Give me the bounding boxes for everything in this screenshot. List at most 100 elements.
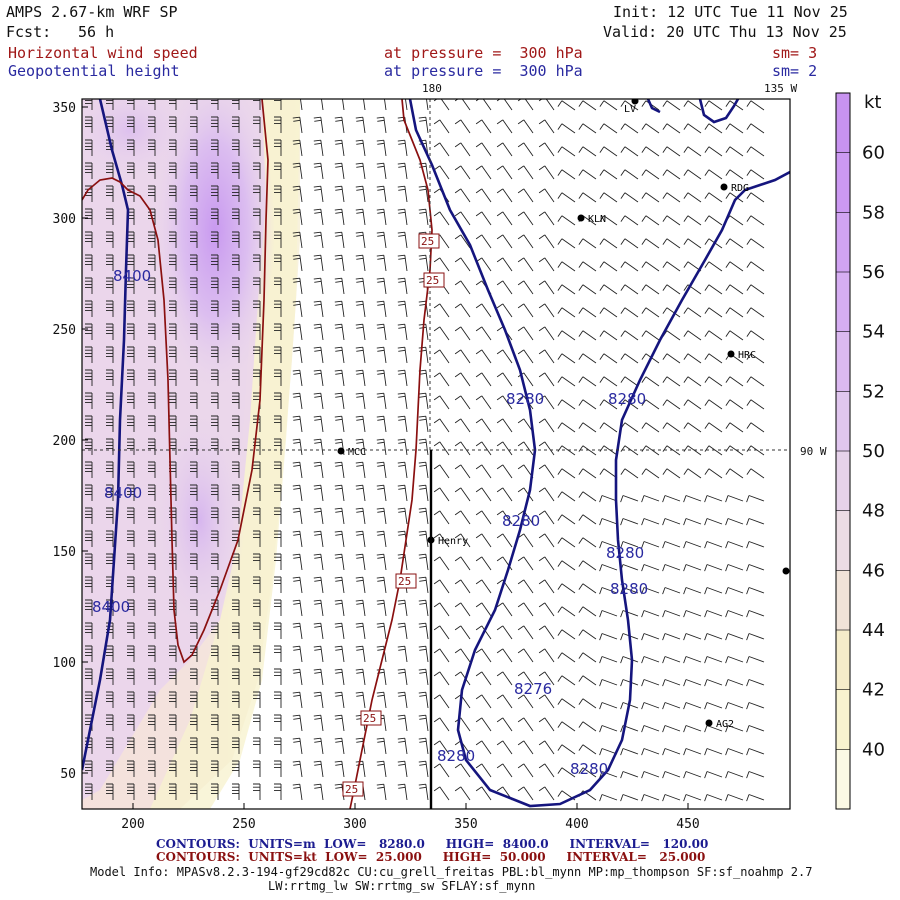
wind-barb bbox=[274, 323, 282, 340]
wind-barb bbox=[496, 648, 513, 663]
wind-barb bbox=[662, 284, 681, 295]
height-contour-label: 8280 bbox=[437, 747, 475, 765]
wind-barb bbox=[620, 399, 639, 410]
wind-barb bbox=[641, 725, 660, 733]
wind-barb bbox=[355, 277, 366, 295]
wind-barb bbox=[313, 300, 324, 318]
wind-barb bbox=[355, 116, 366, 134]
wind-barb bbox=[253, 300, 261, 317]
wind-barb bbox=[169, 300, 177, 317]
wind-barb bbox=[292, 392, 303, 410]
wind-barb bbox=[148, 783, 156, 800]
wind-barb bbox=[253, 254, 261, 271]
x-tick-label: 250 bbox=[232, 817, 255, 832]
wind-barb bbox=[620, 794, 639, 802]
wind-barb bbox=[292, 139, 303, 157]
colorbar-segment bbox=[836, 749, 850, 810]
wind-barb bbox=[475, 717, 492, 732]
wind-barb bbox=[211, 507, 219, 524]
wind-barb bbox=[148, 116, 156, 133]
station-hrc: HRC bbox=[727, 350, 756, 361]
wind-barb bbox=[517, 671, 534, 686]
wind-barb bbox=[355, 438, 366, 456]
wind-barb bbox=[190, 231, 198, 248]
wind-barb bbox=[169, 116, 177, 133]
x-tick-label: 450 bbox=[676, 817, 699, 832]
wind-barb bbox=[725, 610, 744, 618]
wind-barb bbox=[746, 541, 765, 549]
wind-barb bbox=[746, 495, 765, 503]
wind-barb bbox=[274, 99, 282, 110]
wind-barb bbox=[599, 307, 618, 318]
wind-barb bbox=[475, 119, 492, 134]
wind-barb bbox=[578, 445, 597, 456]
wind-barb bbox=[211, 760, 219, 777]
wind-barb bbox=[620, 541, 639, 549]
wind-barb bbox=[190, 415, 198, 432]
height-contour-north bbox=[698, 99, 740, 124]
wind-barb bbox=[376, 622, 387, 640]
forecast-hours: 56 h bbox=[78, 23, 115, 41]
wind-barb bbox=[169, 691, 177, 708]
wind-barb bbox=[148, 645, 156, 662]
wind-barb bbox=[599, 541, 618, 549]
wind-barb bbox=[274, 208, 282, 225]
wind-barb bbox=[725, 725, 744, 733]
wind-barb bbox=[578, 238, 597, 249]
wind-barb bbox=[148, 323, 156, 340]
wind-barb bbox=[418, 760, 429, 778]
wind-barb bbox=[169, 277, 177, 294]
colorbar-label: 48 bbox=[862, 501, 885, 522]
wind-barb bbox=[355, 300, 366, 318]
wind-barb bbox=[232, 576, 240, 593]
wind-barb bbox=[106, 714, 114, 731]
wind-barb bbox=[376, 185, 387, 203]
wind-barb bbox=[620, 100, 639, 111]
wind-barb bbox=[454, 625, 471, 640]
wind-barb bbox=[557, 652, 576, 663]
wind-barb bbox=[169, 208, 177, 225]
wind-barb bbox=[704, 123, 723, 134]
wind-barb bbox=[253, 691, 261, 708]
wind-barb bbox=[334, 116, 345, 134]
wind-barb bbox=[746, 445, 765, 456]
wind-barb bbox=[106, 185, 114, 202]
wind-barb bbox=[704, 794, 723, 802]
wind-barb bbox=[433, 418, 450, 433]
wind-barb bbox=[355, 622, 366, 640]
wind-barb bbox=[169, 737, 177, 754]
wind-barb bbox=[683, 656, 702, 664]
colorbar-segment bbox=[836, 510, 850, 571]
wind-barb bbox=[106, 415, 114, 432]
wind-barb bbox=[578, 744, 597, 755]
wind-barb bbox=[232, 783, 240, 800]
station-east-edge bbox=[782, 567, 790, 575]
footer-contours-kt: CONTOURS: UNITS=kt LOW= 25.000 HIGH= 50.… bbox=[156, 850, 706, 864]
colorbar-segment bbox=[836, 451, 850, 512]
wind-barb bbox=[746, 192, 765, 203]
wind-barb bbox=[355, 162, 366, 180]
wind-barb bbox=[334, 277, 345, 295]
wind-barb bbox=[274, 668, 282, 685]
wind-barb bbox=[599, 610, 618, 618]
wind-barb bbox=[746, 353, 765, 364]
wind-barb bbox=[127, 645, 135, 662]
height-contour-label: 8280 bbox=[608, 390, 646, 408]
wind-barb bbox=[496, 280, 513, 295]
wind-barb bbox=[127, 438, 135, 455]
wind-barb bbox=[190, 116, 198, 133]
wind-barb bbox=[169, 645, 177, 662]
wind-barb bbox=[355, 415, 366, 433]
wind-barb bbox=[313, 116, 324, 134]
wind-barb bbox=[127, 392, 135, 409]
wind-barb bbox=[313, 208, 324, 226]
colorbar-label: 56 bbox=[862, 262, 885, 283]
wind-barb bbox=[313, 622, 324, 640]
wind-barb bbox=[683, 748, 702, 756]
wind-barb bbox=[334, 185, 345, 203]
wind-barb bbox=[253, 599, 261, 616]
wind-barb bbox=[127, 484, 135, 501]
wind-barb bbox=[725, 123, 744, 134]
wind-barb bbox=[190, 507, 198, 524]
wind-barb bbox=[662, 468, 681, 479]
